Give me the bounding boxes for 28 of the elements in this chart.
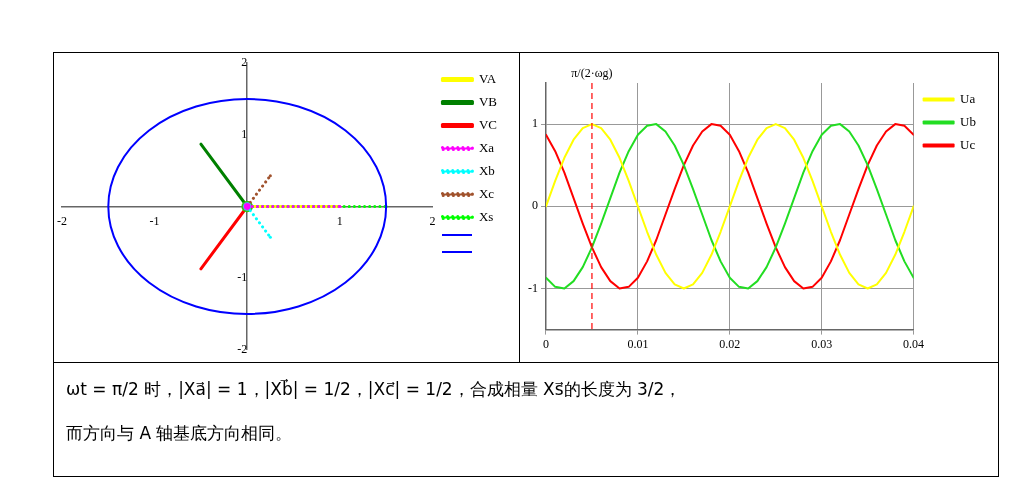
text: 而方向与 A 轴基底方向相同。	[66, 422, 294, 446]
y-tick-label: 2	[241, 55, 248, 70]
x-tick-label: 0.02	[719, 336, 741, 351]
legend-label: VC	[478, 116, 497, 132]
ref-line-label: π/(2·ωg)	[571, 66, 613, 81]
legend-label: Uc	[960, 136, 976, 152]
y-tick-label: 0	[532, 198, 538, 213]
x-tick-label: -2	[57, 213, 67, 228]
legend-label: Ua	[960, 90, 976, 106]
x-tick-label: 0.03	[811, 336, 833, 351]
legend-label: Xc	[478, 185, 495, 201]
y-tick-label: -1	[237, 270, 248, 285]
legend-label: Xs	[478, 208, 494, 224]
y-tick-label: 1	[241, 127, 248, 142]
x-tick-label: 0.01	[627, 336, 649, 351]
x-tick-label: -1	[149, 213, 160, 228]
x-tick-label: 1	[336, 213, 343, 228]
x-tick-label: 0.04	[903, 336, 925, 351]
legend-label: VB	[478, 93, 498, 109]
legend-label: Xa	[478, 139, 495, 155]
legend-label: Xb	[478, 162, 495, 178]
x-tick-label: 0	[543, 336, 549, 351]
text: ωt = π/2 时，|Xa⃗| = 1，|Xb⃗| = 1/2，|Xc⃗| = 1/2，合成相量 Xs⃗的长度为 3/2，	[66, 378, 683, 401]
legend-label: VA	[478, 70, 497, 86]
y-tick-label: -1	[528, 280, 538, 295]
legend-label: Ub	[960, 113, 976, 129]
x-tick-label: 2	[429, 213, 436, 228]
y-tick-label: 1	[532, 116, 538, 131]
